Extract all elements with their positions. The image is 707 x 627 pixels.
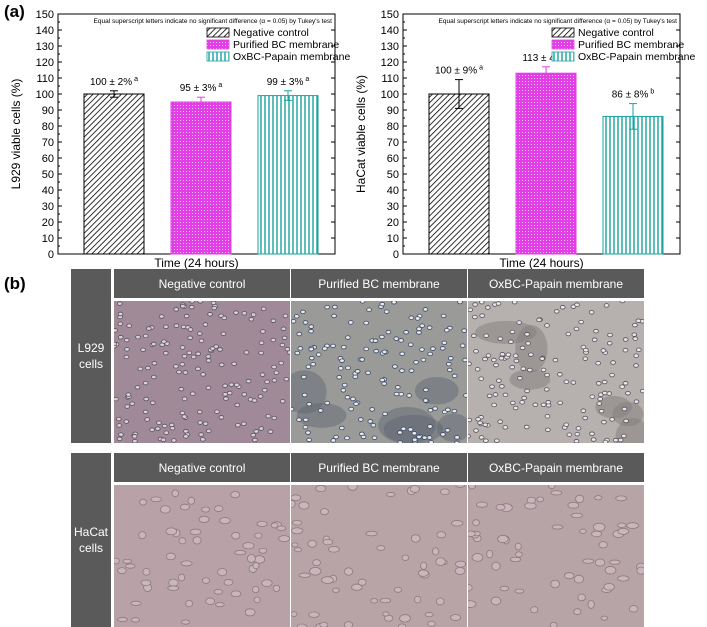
y-tick-label: 20: [387, 217, 399, 229]
y-tick-label: 150: [36, 9, 54, 21]
y-tick-label: 0: [48, 249, 54, 261]
legend-label-2: Purified BC membrane: [578, 39, 684, 51]
y-tick-label: 50: [387, 169, 399, 181]
data-label-3: 86 ± 8% b: [612, 89, 655, 101]
bar-1: [83, 93, 145, 255]
data-label-3: 99 ± 3% a: [267, 76, 310, 88]
y-tick-label: 130: [36, 41, 54, 53]
bar-2: [515, 72, 577, 255]
legend-label-1: Negative control: [578, 27, 654, 39]
legend-swatch-3: [551, 51, 575, 62]
column-header: Purified BC membrane: [291, 269, 467, 298]
legend-swatch-1: [551, 27, 575, 38]
y-tick-label: 140: [36, 25, 54, 37]
y-tick-label: 140: [381, 25, 399, 37]
x-axis-label: Time (24 hours): [499, 256, 583, 270]
y-tick-label: 10: [387, 233, 399, 245]
panel-a-label: (a): [4, 2, 25, 21]
micrograph-image: [468, 485, 644, 627]
bar-2: [170, 101, 232, 255]
legend-swatch-3: [206, 51, 230, 62]
y-tick-label: 70: [387, 137, 399, 149]
row-label-suffix: cells: [78, 357, 103, 371]
y-tick-label: 30: [387, 201, 399, 213]
legend-swatch-2: [551, 39, 575, 50]
y-tick-label: 130: [381, 41, 399, 53]
bar-3: [257, 95, 319, 255]
row-label: L929: [77, 341, 105, 355]
y-tick-label: 60: [387, 153, 399, 165]
micrograph-image: [291, 485, 467, 627]
y-tick-label: 40: [42, 185, 54, 197]
legend-swatch-2: [206, 39, 230, 50]
legend-swatch-1: [206, 27, 230, 38]
y-tick-label: 50: [42, 169, 54, 181]
micrograph-image: [114, 485, 290, 627]
data-label-1: 100 ± 9% a: [435, 65, 483, 77]
column-header: Negative control: [114, 453, 290, 482]
row-label: HaCat: [73, 525, 108, 539]
y-axis-label: HaCat viable cells (%): [354, 75, 368, 193]
y-tick-label: 80: [387, 121, 399, 133]
bar-3: [602, 115, 664, 255]
l929-viability-chart: 0 10 20 30 40 50 60 70 80 90 100 110 120 130 140 150 L92…: [9, 9, 350, 270]
legend-label-3: OxBC-Papain membrane: [233, 51, 350, 63]
y-tick-label: 150: [381, 9, 399, 21]
hacat-viability-chart: 0 10 20 30 40 50 60 70 80 90 100 110 120 130 140 150 HaC…: [354, 9, 695, 270]
y-tick-label: 80: [42, 121, 54, 133]
micrograph-image: [468, 301, 644, 443]
x-axis-label: Time (24 hours): [154, 256, 238, 270]
y-tick-label: 60: [42, 153, 54, 165]
y-tick-label: 40: [387, 185, 399, 197]
row-label-suffix: cells: [78, 541, 103, 555]
y-tick-label: 0: [393, 249, 399, 261]
y-tick-label: 100: [36, 89, 54, 101]
panel-b-label: (b): [4, 274, 26, 293]
y-axis-label: L929 viable cells (%): [9, 79, 23, 190]
y-tick-label: 120: [36, 57, 54, 69]
row-header-hacat: HaCat cells: [71, 453, 111, 627]
y-tick-label: 20: [42, 217, 54, 229]
legend-label-2: Purified BC membrane: [233, 39, 339, 51]
y-tick-label: 90: [42, 105, 54, 117]
row-header-l929: L929 cells: [71, 269, 111, 443]
y-tick-label: 30: [42, 201, 54, 213]
y-tick-label: 90: [387, 105, 399, 117]
significance-note: Equal superscript letters indicate no si…: [94, 18, 333, 25]
y-tick-label: 110: [381, 73, 399, 85]
column-header: OxBC-Papain membrane: [468, 269, 644, 298]
y-tick-label: 120: [381, 57, 399, 69]
legend-label-1: Negative control: [233, 27, 309, 39]
y-tick-label: 110: [36, 73, 54, 85]
data-label-1: 100 ± 2% a: [90, 76, 138, 88]
y-tick-label: 100: [381, 89, 399, 101]
bar-1: [428, 93, 490, 255]
column-header: Negative control: [114, 269, 290, 298]
micrograph-image: [291, 301, 467, 443]
legend-label-3: OxBC-Papain membrane: [578, 51, 695, 63]
data-label-2: 95 ± 3% a: [180, 82, 223, 94]
y-tick-label: 10: [42, 233, 54, 245]
micrograph-image: [114, 301, 290, 443]
y-tick-label: 70: [42, 137, 54, 149]
column-header: Purified BC membrane: [291, 453, 467, 482]
column-header: OxBC-Papain membrane: [468, 453, 644, 482]
significance-note: Equal superscript letters indicate no si…: [439, 18, 678, 25]
